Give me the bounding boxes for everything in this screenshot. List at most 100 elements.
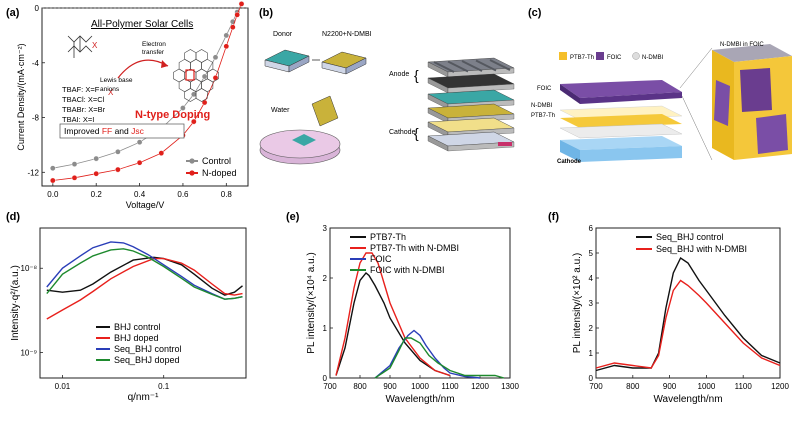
x-tick-label: 1300 bbox=[501, 382, 519, 391]
y-tick-label: -8 bbox=[32, 114, 40, 123]
legend-label: Seq_BHJ control bbox=[656, 232, 724, 242]
x-tick-label: 900 bbox=[663, 382, 677, 391]
chart-a-frame bbox=[41, 7, 249, 187]
x-tick-label: 0.8 bbox=[221, 190, 233, 199]
transfer-arrow-head bbox=[161, 60, 168, 68]
lewis-line: anions bbox=[100, 86, 120, 93]
legend-label: N-doped bbox=[202, 168, 237, 178]
zoom-cube bbox=[712, 44, 792, 160]
water-dish bbox=[259, 95, 341, 165]
series-0-point bbox=[71, 161, 78, 167]
series-0-point bbox=[50, 165, 56, 171]
y-axis-label: Current Density/(mA·cm⁻²) bbox=[16, 43, 26, 150]
series-line-3 bbox=[374, 337, 505, 379]
series-line-0 bbox=[335, 272, 451, 377]
hexagon bbox=[178, 78, 191, 93]
legend-label: Seq_BHJ control bbox=[114, 344, 182, 354]
electron-transfer-line: Electron bbox=[142, 41, 166, 48]
electron-transfer-line: transfer bbox=[142, 49, 165, 56]
foic-swatch bbox=[596, 52, 604, 60]
series-1-point bbox=[238, 1, 245, 7]
anion-x: X bbox=[108, 88, 114, 97]
anode-rib bbox=[461, 60, 483, 72]
anode-rib bbox=[489, 59, 511, 71]
anode-label: Anode bbox=[389, 71, 409, 78]
legend-label: Seq_BHJ doped bbox=[114, 355, 180, 365]
lewis-line: Lewis base bbox=[100, 77, 133, 84]
legend-ndmbi: N-DMBI bbox=[642, 55, 664, 61]
improved-box bbox=[59, 123, 185, 139]
series-0-point bbox=[223, 32, 230, 39]
series-0-point bbox=[115, 148, 121, 155]
y-tick-label: 10⁻⁸ bbox=[21, 264, 38, 273]
panel-c-label: (c) bbox=[528, 7, 542, 19]
series-line-0 bbox=[46, 256, 243, 296]
series-line-1 bbox=[595, 279, 781, 369]
panel-a-label: (a) bbox=[6, 7, 20, 19]
y-tick-label: 2 bbox=[323, 274, 328, 283]
series-line-1 bbox=[46, 257, 243, 320]
y-tick-label: 6 bbox=[589, 224, 594, 233]
x-axis-label: Wavelength/nm bbox=[653, 394, 722, 405]
series-0-point bbox=[180, 105, 186, 111]
anode-rib bbox=[447, 60, 469, 73]
hexagon bbox=[201, 58, 214, 73]
zoom-line-bottom bbox=[681, 95, 713, 161]
y-tick-label: -12 bbox=[27, 168, 39, 177]
cathode-substrate-front bbox=[447, 141, 515, 152]
ntype-doping-text: N-type Doping bbox=[135, 109, 210, 121]
series-line-2 bbox=[374, 329, 481, 379]
series-1-point bbox=[190, 118, 197, 125]
hexagon bbox=[195, 88, 208, 102]
transfer-arrow bbox=[117, 59, 169, 79]
series-1-point bbox=[229, 24, 236, 31]
y-tick-label: 5 bbox=[589, 249, 594, 258]
x-tick-label: 0.6 bbox=[177, 190, 189, 199]
series-1-point bbox=[50, 177, 56, 184]
legend-marker bbox=[189, 158, 195, 164]
c-foic-label: FOIC bbox=[537, 86, 552, 92]
chart-f: 700 800 900 1000 1100 1200 0 1 2 3 4 5 6 Wavelength/n… bbox=[572, 224, 789, 405]
anode-brace: { bbox=[414, 67, 419, 83]
series-1-point bbox=[71, 174, 78, 181]
y-axis-label: PL intensity/(×10² a.u.) bbox=[572, 253, 583, 354]
series-0-point bbox=[201, 73, 208, 80]
anode-rib bbox=[475, 59, 497, 72]
lewis-base-text: Lewis base anions bbox=[100, 77, 133, 93]
x-tick-label: 700 bbox=[323, 382, 337, 391]
water-label: Water bbox=[271, 107, 290, 114]
series-0-point bbox=[212, 54, 219, 61]
anion-item: TBAF: X=F bbox=[62, 85, 100, 94]
panel-f-label: (f) bbox=[548, 211, 559, 223]
n2200-molecule bbox=[173, 49, 219, 102]
x-tick-label: 800 bbox=[626, 382, 640, 391]
y-tick-label: 1 bbox=[323, 324, 328, 333]
x-tick-label: 1200 bbox=[471, 382, 489, 391]
hexagon bbox=[190, 78, 202, 93]
legend-c: PTB7-Th FOIC N-DMBI bbox=[559, 52, 664, 61]
cathode-strip bbox=[498, 142, 512, 146]
device-stack bbox=[427, 57, 515, 152]
x-tick-label: 800 bbox=[353, 382, 367, 391]
anion-item: TBACl: X=Cl bbox=[62, 95, 105, 104]
series-1-point bbox=[158, 150, 165, 156]
y-tick-label: 10⁻⁹ bbox=[20, 349, 37, 358]
x-tick-label: 0.0 bbox=[47, 190, 59, 199]
zoom-line-top bbox=[679, 47, 713, 89]
n2200-substrate bbox=[321, 51, 367, 75]
y-tick-label: 0 bbox=[35, 4, 40, 13]
x-tick-label: 1100 bbox=[735, 382, 753, 391]
series-0-point bbox=[93, 155, 99, 162]
legend-label: BHJ control bbox=[114, 322, 161, 332]
cathode-brace: { bbox=[414, 125, 419, 141]
anode-rib bbox=[433, 61, 455, 73]
x-tick-label: 1000 bbox=[698, 382, 716, 391]
series-line-0 bbox=[595, 256, 781, 372]
y-tick-label: 0 bbox=[323, 374, 328, 383]
ndmbi-dot bbox=[632, 52, 640, 60]
panel-e-label: (e) bbox=[286, 211, 300, 223]
series-1-point bbox=[223, 43, 230, 50]
c-ndmbi-label: N-DMBI bbox=[531, 103, 553, 109]
anion-item: TBAI: X=I bbox=[62, 115, 94, 124]
